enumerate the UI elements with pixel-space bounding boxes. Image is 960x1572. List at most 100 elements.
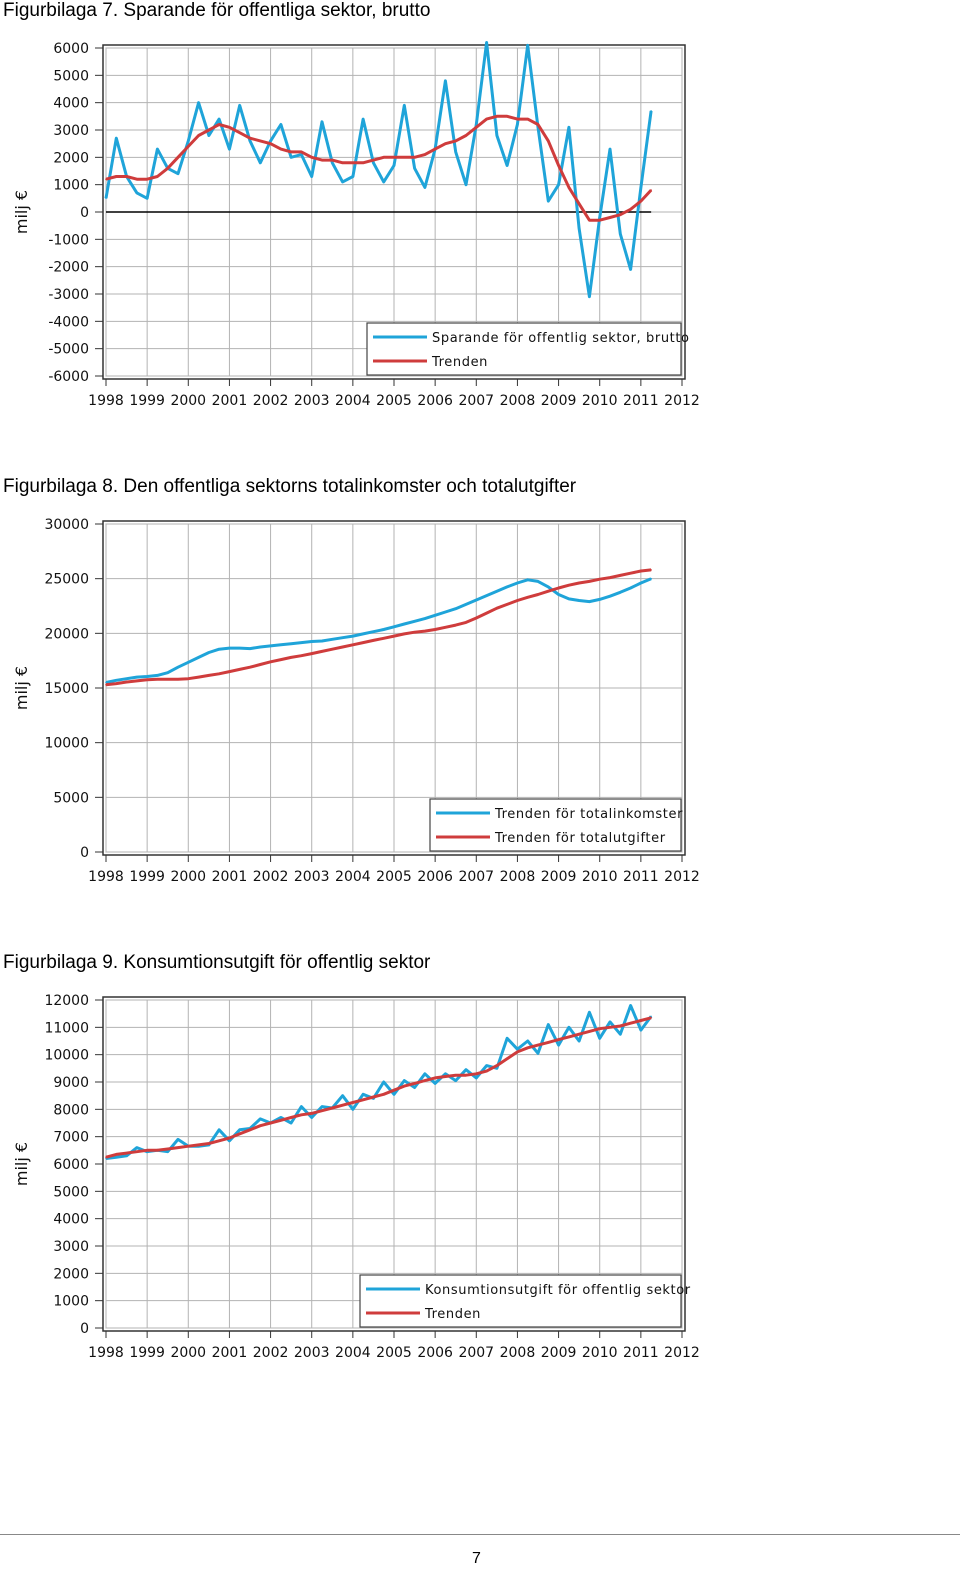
legend-entry: Trenden (431, 355, 488, 370)
y-tick-label: 2000 (53, 1266, 89, 1282)
x-tick-label: 2009 (541, 869, 577, 885)
data-point (454, 1079, 457, 1082)
data-point (485, 41, 488, 44)
data-point (136, 676, 138, 678)
data-point (557, 1038, 560, 1041)
data-point (331, 159, 334, 161)
y-tick-label: 2000 (53, 150, 89, 166)
data-point (228, 1140, 231, 1142)
data-point (269, 140, 272, 142)
data-point (290, 156, 292, 159)
y-tick-label: -5000 (48, 342, 89, 358)
x-tick-label: 2009 (541, 393, 577, 409)
data-point (177, 156, 179, 159)
x-tick-label: 1999 (129, 869, 165, 885)
data-point (588, 1011, 591, 1014)
data-point (619, 213, 622, 216)
data-point (146, 679, 148, 681)
x-tick-label: 1999 (129, 393, 165, 409)
data-point (372, 630, 375, 633)
data-point (249, 666, 251, 668)
data-point (465, 1068, 467, 1071)
data-point (650, 189, 652, 191)
data-point (609, 576, 611, 579)
data-point (588, 600, 591, 603)
x-tick-label: 1998 (88, 1345, 124, 1361)
data-point (280, 148, 282, 150)
x-tick-label: 2004 (335, 869, 371, 885)
data-point (136, 680, 138, 682)
x-tick-label: 2012 (664, 1345, 700, 1361)
data-point (465, 621, 467, 624)
data-point (341, 646, 344, 648)
data-point (238, 131, 241, 134)
data-point (393, 1093, 395, 1096)
data-point (526, 579, 529, 581)
data-point (352, 635, 354, 637)
data-point (413, 156, 416, 159)
data-point (310, 640, 313, 643)
data-point (280, 658, 282, 661)
data-point (105, 197, 107, 200)
data-point (382, 156, 385, 159)
x-tick-label: 2001 (212, 869, 248, 885)
y-tick-label: 10000 (44, 1048, 89, 1064)
data-point (372, 162, 375, 164)
data-point (269, 142, 272, 145)
y-tick-label: 7000 (53, 1130, 89, 1146)
data-point (382, 1093, 385, 1096)
x-tick-label: 2010 (582, 869, 618, 885)
data-point (640, 1029, 642, 1031)
y-tick-label: -1000 (48, 232, 89, 248)
data-point (228, 148, 231, 150)
data-point (609, 1021, 611, 1023)
data-point (238, 1133, 241, 1135)
data-point (568, 584, 570, 586)
data-point (382, 1081, 385, 1083)
data-point (259, 140, 262, 142)
data-point (496, 1064, 498, 1067)
data-point (208, 674, 210, 677)
x-tick-label: 2008 (500, 869, 536, 885)
data-point (537, 1052, 539, 1055)
legend-box (366, 322, 682, 376)
data-point (424, 1079, 426, 1082)
data-point (218, 118, 220, 120)
data-point (166, 678, 169, 681)
figure-8: Figurbilaga 8. Den offentliga sektorns t… (0, 476, 960, 896)
x-tick-label: 2001 (212, 393, 248, 409)
data-point (115, 1153, 118, 1156)
data-point (136, 1150, 138, 1153)
x-tick-label: 1998 (88, 393, 124, 409)
data-point (187, 661, 190, 664)
data-point (403, 1085, 406, 1087)
data-point (341, 636, 344, 639)
data-point (619, 574, 622, 577)
data-point (393, 164, 395, 167)
data-point (146, 197, 148, 200)
x-tick-label: 2003 (294, 869, 330, 885)
data-point (640, 200, 642, 202)
data-point (496, 607, 498, 609)
data-point (362, 162, 364, 164)
data-point (115, 1156, 118, 1158)
data-point (557, 593, 560, 596)
data-point (619, 1025, 622, 1027)
series-line-red (105, 114, 653, 222)
x-tick-label: 2003 (294, 1345, 330, 1361)
data-point (588, 219, 591, 221)
data-point (496, 134, 498, 137)
data-point (465, 134, 467, 137)
legend-entry: Trenden (424, 1307, 481, 1322)
x-tick-label: 2005 (376, 869, 412, 885)
data-point (588, 1030, 591, 1033)
data-point (115, 679, 118, 682)
data-point (526, 596, 529, 599)
x-tick-label: 2009 (541, 1345, 577, 1361)
x-tick-label: 2011 (623, 1345, 659, 1361)
data-point (115, 175, 118, 178)
data-point (475, 599, 478, 601)
data-point (516, 582, 519, 584)
x-tick-label: 2006 (417, 393, 453, 409)
x-tick-label: 2011 (623, 869, 659, 885)
